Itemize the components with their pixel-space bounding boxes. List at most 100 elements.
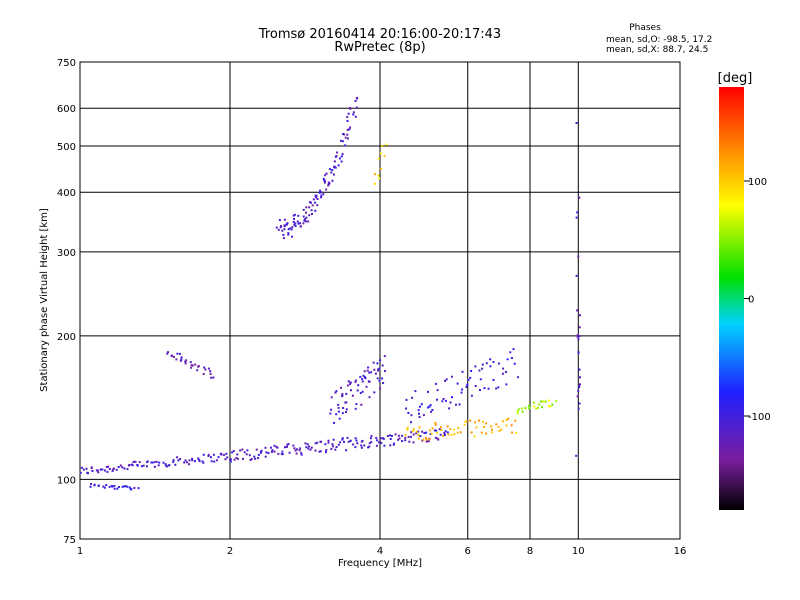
data-point: [428, 438, 431, 441]
data-point: [485, 422, 488, 425]
data-point: [425, 438, 428, 441]
data-point: [470, 431, 473, 434]
data-point: [176, 352, 179, 355]
x-axis-label: Frequency [MHz]: [338, 558, 422, 569]
data-point: [401, 440, 404, 442]
data-point: [579, 314, 581, 317]
data-point: [385, 143, 388, 146]
data-point: [576, 335, 579, 338]
data-point: [423, 432, 426, 434]
data-point: [411, 396, 414, 399]
data-point: [575, 454, 578, 457]
data-point: [345, 408, 348, 411]
x-tick-label: 16: [674, 546, 687, 557]
data-point: [485, 432, 487, 435]
data-point: [126, 485, 129, 488]
data-point: [275, 226, 278, 229]
data-point: [291, 235, 293, 238]
data-point: [246, 449, 249, 452]
y-tick-label: 200: [57, 332, 76, 343]
data-point: [330, 447, 333, 450]
data-point: [377, 369, 380, 372]
data-point: [107, 465, 110, 468]
data-point: [507, 417, 510, 420]
data-point: [341, 438, 344, 441]
data-point: [327, 183, 330, 186]
data-point: [194, 363, 197, 366]
data-point: [103, 486, 106, 489]
data-point: [260, 450, 262, 453]
x-tick-label: 2: [227, 546, 233, 557]
data-point: [121, 485, 124, 488]
data-point: [383, 444, 386, 447]
data-point: [412, 429, 415, 432]
data-point: [351, 394, 354, 397]
data-point: [277, 452, 280, 455]
data-point: [383, 355, 386, 358]
data-point: [404, 434, 407, 437]
data-point: [270, 450, 273, 453]
data-point: [379, 167, 382, 170]
data-point: [196, 369, 199, 372]
data-point: [444, 379, 446, 382]
data-point: [352, 113, 355, 116]
data-point: [188, 463, 190, 466]
data-point: [354, 407, 357, 410]
data-point: [555, 400, 558, 403]
data-point: [333, 165, 336, 168]
x-tick-labels: 1 2 4 6 8 10 16: [77, 546, 687, 557]
data-point: [367, 366, 370, 369]
data-point: [343, 440, 345, 443]
data-point: [273, 444, 276, 447]
data-point: [532, 401, 535, 404]
data-point: [217, 456, 220, 459]
data-point: [180, 358, 183, 361]
data-point: [352, 443, 355, 446]
data-point: [189, 361, 192, 364]
data-point: [379, 359, 382, 362]
data-point: [474, 385, 477, 387]
data-point: [417, 437, 420, 440]
data-point: [346, 120, 349, 122]
data-point: [292, 444, 295, 447]
data-point: [421, 430, 424, 433]
data-point: [368, 371, 371, 374]
data-point: [97, 471, 100, 474]
data-point: [179, 359, 182, 362]
data-point: [299, 225, 302, 228]
data-point: [302, 222, 305, 225]
data-point: [430, 432, 433, 435]
data-point: [188, 459, 191, 462]
data-point: [219, 452, 222, 455]
data-point: [334, 155, 337, 158]
data-point: [481, 367, 484, 370]
data-point: [520, 407, 523, 410]
data-point: [334, 166, 337, 169]
data-point: [184, 360, 187, 363]
x-tick-label: 10: [572, 546, 585, 557]
data-point: [293, 447, 296, 450]
data-point: [282, 237, 285, 240]
data-point: [360, 446, 363, 449]
data-point: [473, 435, 476, 438]
data-point: [474, 421, 476, 424]
data-point: [245, 453, 248, 456]
data-point: [242, 457, 244, 460]
data-point: [436, 431, 439, 434]
data-point: [112, 468, 115, 471]
data-point: [376, 362, 379, 365]
data-point: [305, 216, 308, 219]
data-point: [544, 400, 547, 403]
data-point: [332, 445, 334, 448]
data-point: [80, 466, 83, 469]
data-point: [337, 164, 340, 167]
data-point: [378, 379, 381, 382]
data-point: [450, 434, 453, 436]
data-point: [446, 425, 449, 428]
data-point: [223, 453, 226, 456]
data-point: [541, 406, 543, 409]
data-point: [407, 412, 410, 414]
data-point: [311, 213, 313, 215]
data-point: [128, 486, 131, 489]
data-point: [398, 437, 401, 440]
